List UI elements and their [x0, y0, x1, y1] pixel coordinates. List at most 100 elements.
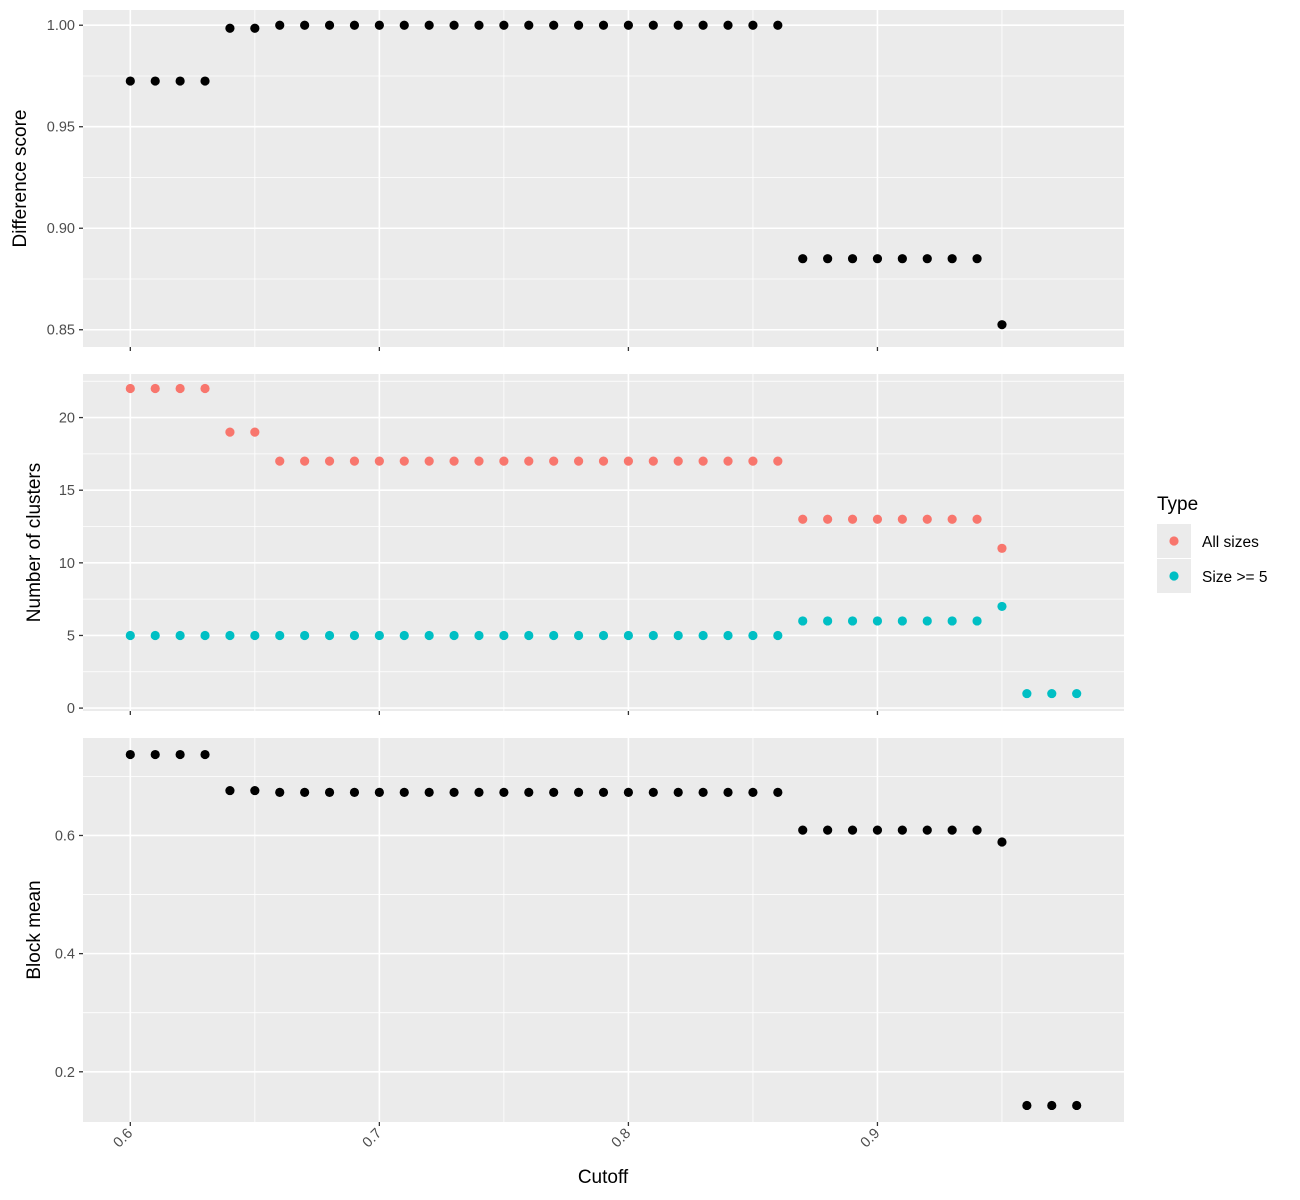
data-point [598, 20, 609, 30]
data-point [623, 787, 634, 797]
data-point [150, 630, 160, 641]
data-point [698, 630, 708, 641]
data-point [300, 630, 310, 641]
data-point [225, 630, 235, 641]
data-point [125, 76, 135, 86]
data-point [648, 630, 658, 641]
data-point [374, 456, 384, 466]
data-point [897, 825, 907, 835]
data-point [922, 514, 932, 524]
data-point [499, 20, 509, 30]
y-axis-title: Block mean [24, 880, 45, 979]
x-tick-label: 0.7 [360, 1126, 386, 1152]
data-point [673, 787, 683, 797]
data-point [150, 383, 160, 394]
data-point [573, 630, 584, 641]
data-point [175, 630, 185, 641]
data-point [997, 601, 1007, 612]
data-point [125, 630, 135, 641]
data-point [823, 254, 833, 264]
data-point [623, 630, 634, 641]
data-point [250, 630, 260, 641]
data-point [673, 20, 683, 30]
data-point [798, 825, 808, 835]
y-tick-label: 0.6 [55, 828, 75, 844]
data-point [922, 825, 932, 835]
data-point [349, 20, 360, 30]
data-point [449, 787, 459, 797]
data-point [623, 20, 634, 30]
data-point [1047, 1100, 1057, 1111]
data-point [175, 749, 185, 760]
data-point [798, 616, 808, 626]
data-point [175, 383, 185, 394]
data-point [847, 825, 858, 835]
data-point [872, 825, 883, 835]
data-point [773, 20, 783, 30]
data-point [947, 514, 957, 524]
data-point [374, 787, 384, 797]
data-point [200, 383, 210, 394]
legend-key-point [1169, 571, 1179, 581]
data-point [300, 787, 310, 797]
legend-label: Size >= 5 [1202, 569, 1268, 586]
data-point [823, 616, 833, 626]
data-point [947, 616, 957, 626]
y-tick-label: 1.00 [47, 18, 75, 34]
data-point [648, 20, 658, 30]
data-point [748, 630, 758, 641]
data-point [549, 20, 559, 30]
data-point [449, 630, 459, 641]
series-size-5 [125, 601, 1082, 699]
data-point [549, 630, 559, 641]
y-tick-label: 0.4 [55, 947, 75, 963]
data-point [598, 456, 609, 466]
data-point [125, 749, 135, 760]
data-point [324, 630, 335, 641]
legend-key-point [1169, 536, 1179, 546]
data-point [424, 456, 434, 466]
data-point [698, 787, 708, 797]
data-point [1022, 1100, 1032, 1111]
data-point [250, 785, 260, 796]
y-tick-label: 5 [67, 628, 75, 644]
data-point [972, 514, 982, 524]
data-point [947, 825, 957, 835]
data-point [125, 383, 135, 394]
data-point [773, 456, 783, 466]
data-point [175, 76, 185, 86]
data-point [823, 825, 833, 835]
legend-label: All sizes [1202, 534, 1259, 551]
data-point [399, 787, 409, 797]
y-axis-title: Number of clusters [24, 463, 45, 622]
y-tick-label: 0.2 [55, 1065, 75, 1081]
data-point [847, 616, 858, 626]
data-point [773, 787, 783, 797]
data-point [897, 254, 907, 264]
data-point [997, 320, 1007, 330]
data-point [997, 543, 1007, 553]
data-point [474, 787, 484, 797]
data-point [947, 254, 957, 264]
data-point [1072, 1100, 1082, 1111]
data-point [723, 456, 733, 466]
data-point [300, 456, 310, 466]
data-point [449, 20, 459, 30]
data-point [225, 427, 235, 437]
data-point [773, 630, 783, 641]
data-point [225, 23, 235, 33]
data-point [499, 456, 509, 466]
data-point [399, 456, 409, 466]
data-point [872, 514, 883, 524]
data-point [250, 427, 260, 437]
data-point [449, 456, 459, 466]
legend-title: Type [1157, 494, 1198, 515]
data-point [648, 787, 658, 797]
x-tick-label: 0.6 [111, 1126, 137, 1152]
data-point [424, 630, 434, 641]
data-point [1047, 688, 1057, 699]
data-point [424, 787, 434, 797]
y-tick-label: 20 [59, 411, 75, 427]
data-point [748, 787, 758, 797]
